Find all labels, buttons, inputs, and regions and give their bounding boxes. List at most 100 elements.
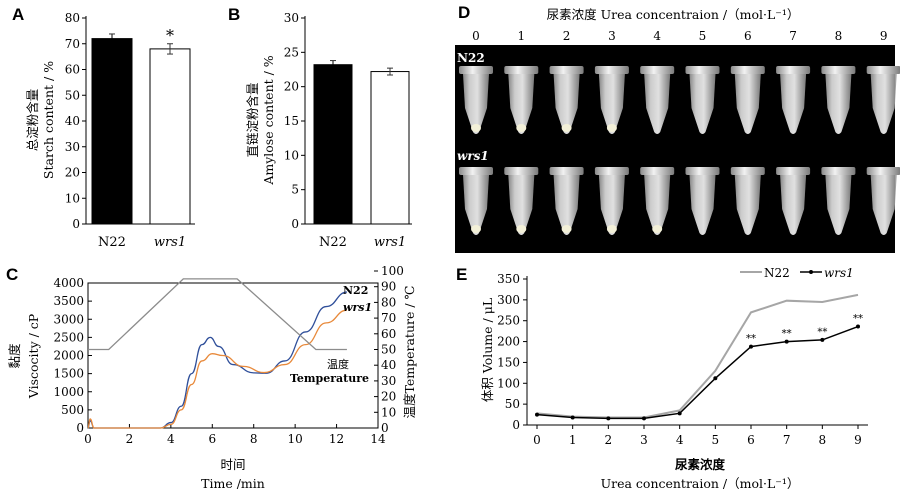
y2-tick-label: 50 bbox=[381, 343, 396, 357]
tube-body bbox=[508, 175, 535, 235]
tube-cap bbox=[549, 66, 584, 74]
panel-c-series-label-wrs1: wrs1 bbox=[343, 301, 372, 314]
y-tick-label: 350 bbox=[497, 272, 520, 286]
panel-e-xlabel-cn: 尿素浓度 bbox=[675, 457, 726, 472]
bar-N22 bbox=[313, 64, 353, 225]
tube bbox=[549, 167, 584, 235]
x-tick-label: 1 bbox=[569, 433, 577, 447]
data-point-wrs1 bbox=[713, 376, 718, 381]
legend-marker-wrs1 bbox=[809, 270, 813, 274]
y-tick-label: 80 bbox=[65, 11, 80, 25]
photo-row-label-n22: N22 bbox=[457, 51, 485, 65]
panel-c-xlabel-en: Time /min bbox=[201, 476, 265, 491]
y-tick-label: 2500 bbox=[53, 330, 84, 344]
starch-pellet bbox=[561, 124, 572, 132]
panel-a-x-labels: N22 wrs1 bbox=[98, 235, 186, 250]
tube-body bbox=[734, 175, 761, 235]
concentration-label: 8 bbox=[835, 29, 843, 43]
tube-body bbox=[463, 74, 489, 134]
photo-title: 尿素浓度 Urea concentraion /（mol·L⁻¹） bbox=[547, 7, 800, 22]
tube bbox=[640, 66, 675, 134]
y-tick-label: 300 bbox=[497, 293, 520, 307]
panel-b-label: B bbox=[228, 5, 240, 24]
tube bbox=[459, 66, 493, 134]
series-line-wrs1 bbox=[536, 325, 859, 420]
concentration-label: 1 bbox=[517, 29, 525, 43]
tube-body bbox=[553, 175, 580, 235]
y-tick-label: 0 bbox=[512, 418, 520, 432]
x-tick-label: 4 bbox=[167, 432, 175, 446]
tube-body bbox=[870, 175, 897, 235]
concentration-label: 7 bbox=[789, 29, 797, 43]
tube-cap bbox=[776, 66, 811, 74]
tube-cap bbox=[459, 167, 493, 175]
panel-a-ylabel-cn: 总淀粉含量 bbox=[25, 89, 40, 152]
y-tick-label: 150 bbox=[497, 355, 520, 369]
x-tick-label: 5 bbox=[712, 433, 720, 447]
photo-row-label-wrs1: wrs1 bbox=[457, 149, 489, 163]
panel-b-y-ticks: 0 5 10 15 20 25 30 bbox=[284, 11, 305, 231]
panel-c-y-ticks: 0 500 1000 1500 2000 2500 3000 3500 4000 bbox=[53, 276, 92, 435]
x-tick-label: 14 bbox=[370, 432, 386, 446]
legend-label-n22: N22 bbox=[764, 266, 790, 280]
y-tick-label: 5 bbox=[291, 183, 299, 197]
panel-a-label: A bbox=[12, 5, 24, 24]
tube-body bbox=[825, 74, 852, 134]
tube-cap bbox=[685, 66, 720, 74]
panel-e-series: ** ** ** ** bbox=[535, 293, 863, 421]
tube-body bbox=[598, 175, 625, 235]
panel-c-ylabel-cn: 黏度 bbox=[7, 343, 22, 369]
y2-tick-label: 90 bbox=[381, 280, 396, 294]
photo-tubes bbox=[459, 66, 900, 235]
tube-body bbox=[598, 74, 625, 134]
tube-cap bbox=[821, 66, 856, 74]
tube bbox=[685, 167, 720, 235]
panel-c-temperature-label-en: Temperature bbox=[290, 372, 369, 385]
y-tick-label: 1500 bbox=[53, 367, 84, 381]
y-tick-label: 30 bbox=[65, 140, 80, 154]
y-tick-label: 0 bbox=[291, 217, 299, 231]
panel-e-xlabel-en: Urea concentraion /（mol·L⁻¹） bbox=[601, 476, 800, 491]
tube-body bbox=[553, 74, 580, 134]
panel-c-xlabel-cn: 时间 bbox=[220, 457, 245, 472]
tube-body bbox=[825, 175, 852, 235]
starch-pellet bbox=[561, 225, 572, 233]
tube-cap bbox=[866, 167, 900, 175]
tube bbox=[504, 167, 539, 235]
series-line-n22 bbox=[536, 293, 859, 419]
y-tick-label: 20 bbox=[284, 80, 299, 94]
y2-tick-label: 80 bbox=[381, 295, 396, 309]
panel-c-series-label-n22: N22 bbox=[343, 284, 368, 297]
tube-cap bbox=[640, 167, 675, 175]
panel-e-y-ticks: 0 50 100 150 200 250 300 350 bbox=[497, 272, 527, 432]
tube-body bbox=[689, 175, 716, 235]
concentration-label: 4 bbox=[653, 29, 661, 43]
data-point-wrs1 bbox=[749, 344, 753, 349]
y-tick-label: 2000 bbox=[53, 349, 84, 363]
x-tick-label: 10 bbox=[288, 432, 303, 446]
tube bbox=[821, 167, 856, 235]
panel-e-x-ticks: 0 1 2 3 4 5 6 7 8 9 bbox=[533, 425, 862, 447]
x-tick-label: 2 bbox=[126, 432, 134, 446]
y2-tick-label: 0 bbox=[381, 421, 389, 435]
series-line-temperature bbox=[88, 278, 347, 351]
tube-cap bbox=[504, 167, 539, 175]
tube bbox=[776, 66, 811, 134]
tube bbox=[640, 167, 675, 235]
significance-mark: ** bbox=[853, 314, 863, 325]
y-tick-label: 50 bbox=[505, 397, 520, 411]
x-tick-label: 2 bbox=[605, 433, 613, 447]
panel-c-series bbox=[87, 278, 348, 429]
tube-cap bbox=[504, 66, 539, 74]
y-tick-label: 200 bbox=[497, 335, 520, 349]
tube-body bbox=[780, 175, 807, 235]
tube-cap bbox=[594, 66, 629, 74]
y-tick-label: 0 bbox=[76, 421, 84, 435]
tube bbox=[594, 66, 629, 134]
tube-body bbox=[870, 74, 897, 134]
y-tick-label: 500 bbox=[61, 403, 84, 417]
y-tick-label: 15 bbox=[284, 114, 299, 128]
y-tick-label: 70 bbox=[65, 37, 80, 51]
